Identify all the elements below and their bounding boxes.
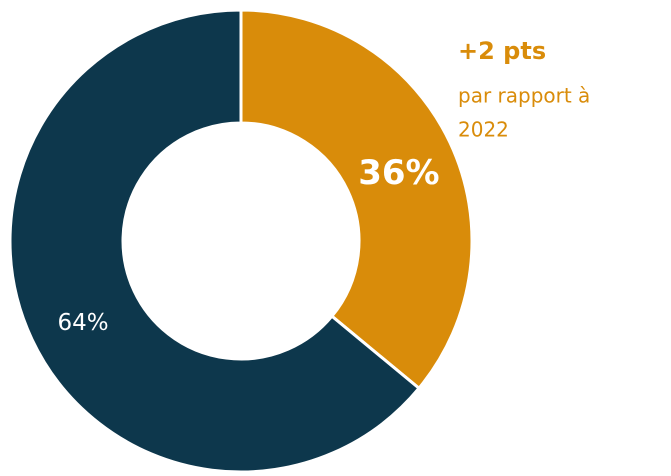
annotation-title: +2 pts — [458, 37, 546, 65]
donut-segment — [8, 8, 422, 474]
annotation-line: par rapport à — [458, 84, 590, 108]
donut-segment — [239, 8, 474, 391]
value-label: 36% — [358, 153, 439, 193]
annotation-line: 2022 — [458, 118, 509, 142]
value-label: 64% — [58, 310, 109, 336]
